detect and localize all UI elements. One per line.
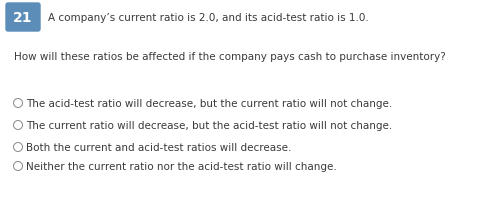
Text: Neither the current ratio nor the acid-test ratio will change.: Neither the current ratio nor the acid-t… bbox=[26, 161, 337, 171]
Text: Both the current and acid-test ratios will decrease.: Both the current and acid-test ratios wi… bbox=[26, 142, 292, 152]
Text: 21: 21 bbox=[13, 11, 33, 25]
Text: The current ratio will decrease, but the acid-test ratio will not change.: The current ratio will decrease, but the… bbox=[26, 120, 393, 130]
Text: A company’s current ratio is 2.0, and its acid-test ratio is 1.0.: A company’s current ratio is 2.0, and it… bbox=[48, 13, 369, 23]
Text: The acid-test ratio will decrease, but the current ratio will not change.: The acid-test ratio will decrease, but t… bbox=[26, 99, 393, 108]
FancyBboxPatch shape bbox=[6, 4, 40, 32]
Text: How will these ratios be affected if the company pays cash to purchase inventory: How will these ratios be affected if the… bbox=[14, 52, 446, 62]
